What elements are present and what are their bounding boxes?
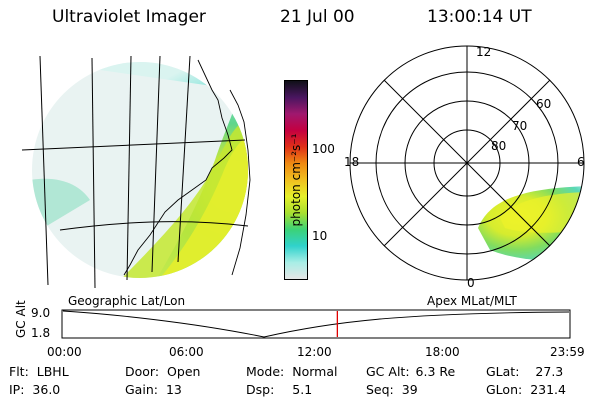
dsp-readout: Dsp: 5.1: [246, 382, 312, 397]
altitude-plot-frame: [61, 309, 571, 339]
instrument-title: Ultraviolet Imager: [52, 7, 206, 27]
glon-label: GLon:: [486, 382, 523, 397]
time-tick-0000: 00:00: [47, 345, 82, 359]
glat-label: GLat:: [486, 364, 520, 379]
gc-alt-value: 6.3 Re: [415, 364, 456, 379]
mode-value: Normal: [292, 364, 338, 379]
mlt-label-18: 18: [344, 155, 360, 169]
glon-value: 231.4: [530, 382, 566, 397]
door-readout: Door: Open: [125, 364, 200, 379]
mlt-label-12: 12: [476, 45, 492, 59]
intensity-color-bar: [284, 80, 308, 280]
filter-value: LBHL: [36, 364, 69, 379]
glat-readout: GLat: 27.3: [486, 364, 563, 379]
altitude-ytick-bottom: 1.8: [31, 326, 51, 340]
time-tick-0600: 06:00: [169, 345, 204, 359]
image-date: 21 Jul 00: [280, 7, 355, 27]
glat-value: 27.3: [535, 364, 564, 379]
time-tick-1800: 18:00: [425, 345, 460, 359]
mode-readout: Mode: Normal: [246, 364, 338, 379]
mlt-label-0: 0: [467, 276, 475, 290]
dsp-label: Dsp:: [246, 382, 275, 397]
ip-readout: IP: 36.0: [9, 382, 60, 397]
apex-polar-plot: [349, 45, 585, 281]
seq-readout: Seq: 39: [366, 382, 418, 397]
altitude-curve: [62, 310, 570, 338]
altitude-ylabel: GC Alt: [14, 300, 28, 338]
colorbar-unit-label: photon cm⁻²s⁻¹: [289, 133, 303, 227]
geographic-map-panel: [21, 55, 251, 289]
glon-readout: GLon: 231.4: [486, 382, 566, 397]
time-tick-1200: 12:00: [297, 345, 332, 359]
geographic-grid-lines: [21, 55, 249, 289]
gain-value: 13: [165, 382, 182, 397]
mlat-label-80: 80: [491, 139, 507, 153]
colorbar-tick-10: 10: [312, 229, 328, 243]
mlt-label-6: 6: [577, 155, 585, 169]
gc-alt-readout: GC Alt: 6.3 Re: [366, 364, 455, 379]
mlat-label-60: 60: [536, 97, 552, 111]
image-time: 13:00:14 UT: [427, 7, 532, 27]
gain-readout: Gain: 13: [125, 382, 182, 397]
ip-label: IP:: [9, 382, 25, 397]
coastline: [123, 59, 251, 276]
filter-label: Flt:: [9, 364, 29, 379]
mode-label: Mode:: [246, 364, 285, 379]
mlat-label-70: 70: [512, 119, 528, 133]
gain-label: Gain:: [125, 382, 158, 397]
seq-label: Seq:: [366, 382, 394, 397]
filter-readout: Flt: LBHL: [9, 364, 69, 379]
geographic-emission-image: [32, 62, 248, 278]
door-value: Open: [167, 364, 201, 379]
apex-label: Apex MLat/MLT: [427, 294, 517, 308]
door-label: Door:: [125, 364, 160, 379]
colorbar-tick-100: 100: [312, 142, 335, 156]
seq-value: 39: [401, 382, 418, 397]
geographic-label: Geographic Lat/Lon: [68, 294, 186, 308]
polar-grid: [349, 45, 585, 281]
altitude-time-plot: [61, 309, 571, 339]
ip-value: 36.0: [32, 382, 61, 397]
dsp-value: 5.1: [292, 382, 313, 397]
altitude-ytick-top: 9.0: [31, 306, 51, 320]
gc-alt-label: GC Alt:: [366, 364, 410, 379]
time-tick-2359: 23:59: [550, 345, 585, 359]
